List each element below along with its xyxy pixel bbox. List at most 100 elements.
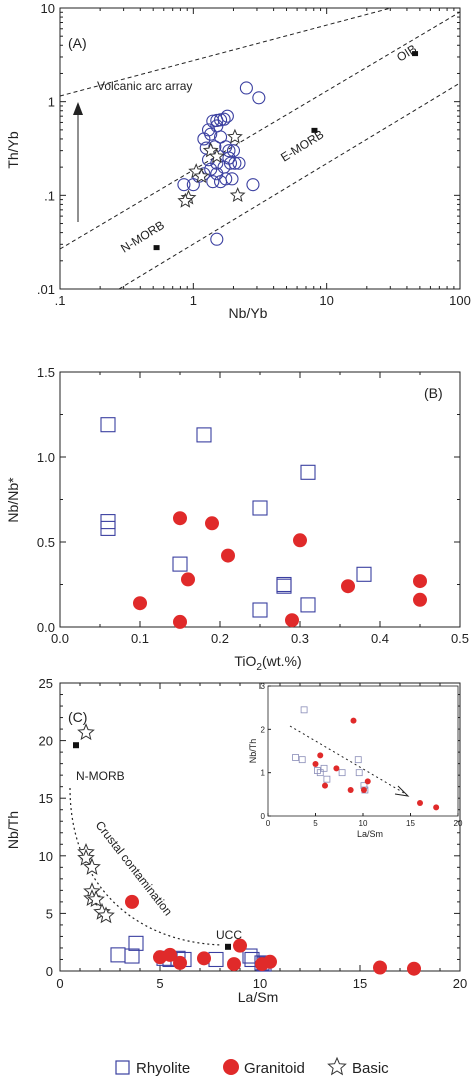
b-point-granitoid bbox=[181, 572, 195, 587]
a-point-rhyolite bbox=[206, 175, 220, 189]
arc-array-upper-line bbox=[59, 7, 392, 97]
c-xtick-label: 0 bbox=[56, 976, 63, 991]
c-point-basic bbox=[83, 857, 101, 875]
a-point-rhyolite bbox=[208, 140, 222, 154]
inset-point-rhyolite bbox=[323, 775, 331, 783]
inset-frame bbox=[267, 685, 459, 817]
c-point-granitoid bbox=[227, 957, 241, 972]
inset-point-rhyolite bbox=[300, 706, 308, 714]
panel-b-points bbox=[100, 417, 427, 629]
inset-point-rhyolite bbox=[292, 754, 299, 761]
a-xtick-label: 10 bbox=[319, 293, 333, 308]
inset-point-rhyolite bbox=[338, 769, 346, 777]
b-point-rhyolite bbox=[356, 566, 372, 582]
a-point-rhyolite bbox=[246, 178, 260, 192]
b-point-rhyolite bbox=[100, 417, 116, 433]
a-point-rhyolite bbox=[197, 132, 211, 146]
b-ytick-label: 1.5 bbox=[37, 365, 55, 380]
inset-point-rhyolite bbox=[298, 756, 306, 764]
a-xtick-label: .1 bbox=[55, 293, 66, 308]
b-xtick-label: 0.5 bbox=[451, 631, 469, 646]
a-point-basic bbox=[229, 186, 246, 203]
c-point-basic bbox=[77, 723, 95, 741]
inset-xtick-label: 20 bbox=[454, 819, 463, 828]
legend-marker-basic bbox=[327, 1056, 347, 1076]
inset-ytick-label: 0 bbox=[261, 812, 266, 821]
legend-label-rhyolite: Rhyolite bbox=[136, 1060, 190, 1077]
c-point-granitoid bbox=[125, 894, 139, 909]
inset-points bbox=[292, 706, 440, 811]
a-point-basic bbox=[226, 128, 243, 144]
inset-point-rhyolite bbox=[320, 764, 328, 772]
legend-marker-rhyolite bbox=[115, 1060, 130, 1075]
panel-a-tag: (A) bbox=[68, 35, 87, 51]
nmorb-label-c: N-MORB bbox=[76, 769, 125, 783]
a-xtick-label: 100 bbox=[449, 293, 471, 308]
b-point-rhyolite bbox=[100, 520, 116, 536]
a-point-rhyolite bbox=[220, 109, 234, 123]
inset-point-granitoid bbox=[360, 787, 367, 793]
a-ytick-label: 1 bbox=[48, 95, 55, 110]
panel-a-frame bbox=[59, 7, 461, 290]
b-xtick-label: 0.1 bbox=[131, 631, 149, 646]
inset-ylabel: Nb/Th bbox=[248, 739, 258, 764]
a-reference-e-morb bbox=[311, 127, 318, 133]
inset-xtick-label: 15 bbox=[406, 819, 415, 828]
inset-point-granitoid bbox=[333, 765, 340, 772]
b-point-rhyolite bbox=[172, 556, 188, 572]
c-ytick-label: 15 bbox=[39, 791, 53, 806]
c-point-rhyolite bbox=[128, 935, 144, 951]
panel-b-tag: (B) bbox=[424, 385, 443, 401]
b-xtick-label: 0.2 bbox=[211, 631, 229, 646]
a-point-rhyolite bbox=[210, 232, 224, 246]
c-point-granitoid bbox=[233, 938, 247, 953]
c-point-granitoid bbox=[263, 954, 277, 969]
inset-point-granitoid bbox=[417, 800, 423, 806]
a-point-rhyolite bbox=[225, 172, 239, 186]
a-reference-n-morb bbox=[153, 245, 160, 251]
b-point-rhyolite bbox=[252, 602, 268, 618]
c-ytick-label: 5 bbox=[46, 906, 53, 921]
inset-point-granitoid bbox=[317, 752, 324, 759]
panel-c-xlabel: La/Sm bbox=[238, 989, 278, 1005]
a-point-basic bbox=[193, 167, 210, 183]
a-xtick-label: 1 bbox=[190, 293, 197, 308]
c-point-rhyolite bbox=[208, 951, 224, 968]
legend-label-basic: Basic bbox=[352, 1060, 389, 1077]
a-point-rhyolite bbox=[223, 156, 238, 170]
inset-point-granitoid bbox=[322, 782, 328, 789]
crustal-contamination-curve bbox=[69, 787, 223, 946]
a-point-basic bbox=[177, 192, 194, 208]
panel-b-ylabel: Nb/Nb* bbox=[5, 477, 21, 523]
inset-ytick-label: 3 bbox=[261, 682, 266, 691]
c-point-basic bbox=[77, 848, 95, 866]
panel-c-tag: (C) bbox=[68, 709, 87, 725]
legend-label-granitoid: Granitoid bbox=[244, 1060, 305, 1077]
inset-trend-arrow-head bbox=[394, 785, 410, 797]
b-point-rhyolite bbox=[276, 578, 292, 594]
b-ytick-label: 0.0 bbox=[37, 620, 55, 635]
c-xtick-label: 5 bbox=[156, 976, 163, 991]
b-point-rhyolite bbox=[252, 500, 268, 516]
b-point-granitoid bbox=[413, 574, 427, 589]
b-point-granitoid bbox=[205, 516, 219, 531]
b-xtick-label: 0.4 bbox=[371, 631, 389, 646]
panel-c-points bbox=[73, 723, 421, 976]
inset-point-granitoid bbox=[433, 804, 440, 811]
inset-point-rhyolite bbox=[355, 769, 363, 777]
mantle-array-lower-line bbox=[118, 82, 461, 290]
c-point-granitoid bbox=[163, 947, 177, 962]
panel-c-ylabel: Nb/Th bbox=[5, 811, 21, 849]
inset-ytick-label: 2 bbox=[261, 725, 266, 734]
c-ytick-label: 20 bbox=[39, 734, 53, 749]
inset-xtick-label: 10 bbox=[359, 819, 368, 828]
a-point-rhyolite bbox=[222, 144, 236, 158]
c-xtick-label: 15 bbox=[353, 976, 367, 991]
b-ytick-label: 0.5 bbox=[37, 535, 55, 550]
c-point-rhyolite bbox=[124, 948, 140, 964]
b-point-rhyolite bbox=[300, 464, 316, 480]
b-point-granitoid bbox=[133, 596, 147, 611]
inset-point-granitoid bbox=[347, 787, 354, 793]
